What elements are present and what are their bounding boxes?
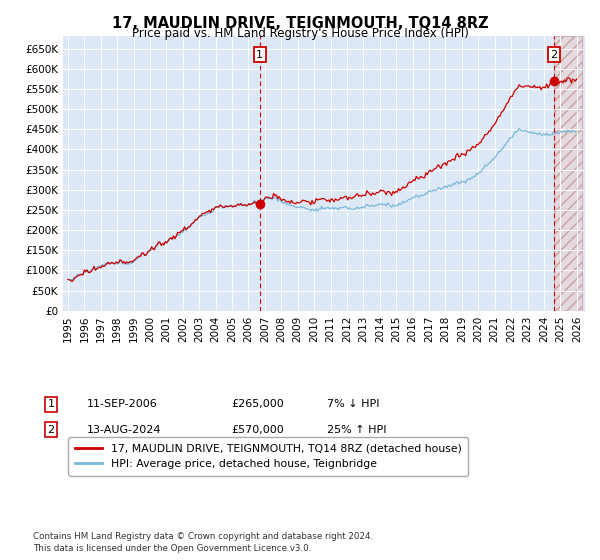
Text: 25% ↑ HPI: 25% ↑ HPI [327, 424, 386, 435]
Bar [554, 36, 582, 311]
Text: 13-AUG-2024: 13-AUG-2024 [87, 424, 161, 435]
Bar [554, 36, 582, 311]
Text: 17, MAUDLIN DRIVE, TEIGNMOUTH, TQ14 8RZ: 17, MAUDLIN DRIVE, TEIGNMOUTH, TQ14 8RZ [112, 16, 488, 31]
Text: 7% ↓ HPI: 7% ↓ HPI [327, 399, 380, 409]
Text: 1: 1 [256, 49, 263, 59]
Text: 1: 1 [47, 399, 55, 409]
Text: £265,000: £265,000 [231, 399, 284, 409]
Legend: 17, MAUDLIN DRIVE, TEIGNMOUTH, TQ14 8RZ (detached house), HPI: Average price, de: 17, MAUDLIN DRIVE, TEIGNMOUTH, TQ14 8RZ … [68, 437, 468, 475]
Text: 2: 2 [551, 49, 558, 59]
Text: Price paid vs. HM Land Registry's House Price Index (HPI): Price paid vs. HM Land Registry's House … [131, 27, 469, 40]
Text: 2: 2 [47, 424, 55, 435]
Text: Contains HM Land Registry data © Crown copyright and database right 2024.
This d: Contains HM Land Registry data © Crown c… [33, 533, 373, 553]
Text: 11-SEP-2006: 11-SEP-2006 [87, 399, 158, 409]
Text: £570,000: £570,000 [231, 424, 284, 435]
